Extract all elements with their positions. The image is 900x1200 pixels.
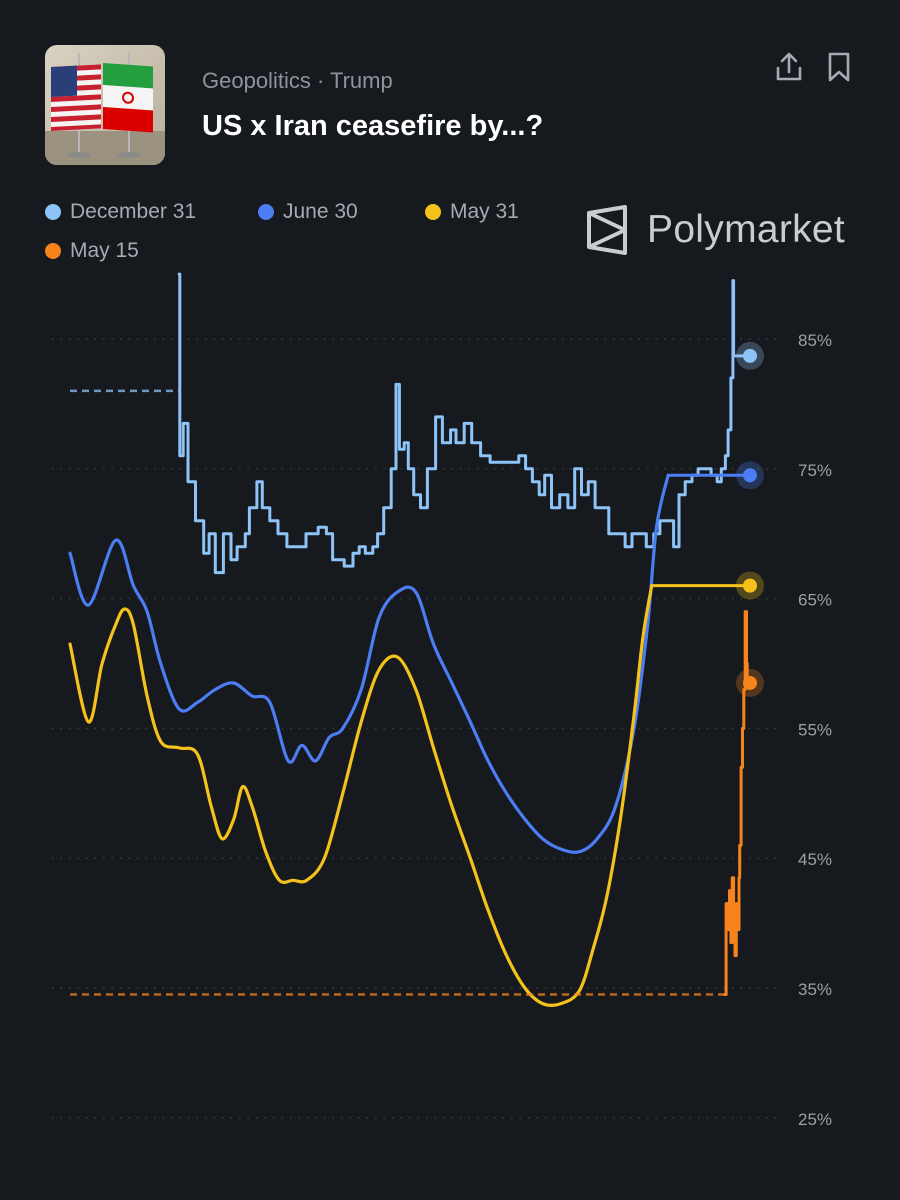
y-tick-label: 55% (798, 720, 832, 739)
series-may-15 (70, 610, 764, 996)
series-end-point[interactable] (743, 348, 757, 363)
legend-dot-icon (45, 243, 61, 259)
polymarket-brand: Polymarket (585, 205, 845, 255)
legend-label: May 31 (450, 200, 519, 223)
series-line (68, 584, 654, 1007)
series-end-point[interactable] (743, 675, 757, 690)
series-end-point[interactable] (743, 578, 757, 593)
y-tick-label: 35% (798, 980, 832, 999)
share-icon[interactable] (772, 50, 806, 84)
legend-item-june-30[interactable]: June 30 (258, 200, 358, 224)
series-end-point[interactable] (743, 468, 757, 483)
legend-dot-icon (258, 204, 274, 220)
us-iran-flags-icon (45, 45, 165, 165)
legend-label: May 15 (70, 239, 139, 262)
legend-item-may-31[interactable]: May 31 (425, 200, 519, 224)
y-tick-label: 75% (798, 461, 832, 480)
legend-label: June 30 (283, 200, 358, 223)
polymarket-logo-icon (587, 205, 627, 255)
series-line (68, 473, 670, 854)
y-tick-label: 65% (798, 591, 832, 610)
series-layer (68, 272, 764, 1007)
market-category[interactable]: Geopolitics · Trump (202, 68, 393, 93)
series-june-30 (68, 461, 764, 854)
series-may-31 (68, 571, 764, 1007)
series-line (177, 272, 736, 575)
legend-dot-icon (45, 204, 61, 220)
y-axis-ticks: 25% 35% 45% 55% 65% 75% 85% (798, 331, 832, 1129)
market-title[interactable]: US x Iran ceasefire by...? (202, 110, 544, 142)
legend-dot-icon (425, 204, 441, 220)
bookmark-icon[interactable] (822, 50, 856, 84)
grid-layer (52, 338, 778, 1119)
series-december-31 (70, 272, 764, 575)
market-thumbnail (45, 45, 165, 165)
legend-item-may-15[interactable]: May 15 (45, 239, 139, 263)
brand-name: Polymarket (647, 208, 846, 251)
y-tick-label: 45% (798, 850, 832, 869)
series-line (723, 610, 749, 996)
y-tick-label: 25% (798, 1110, 832, 1129)
y-tick-label: 85% (798, 331, 832, 350)
legend-item-december-31[interactable]: December 31 (45, 200, 196, 224)
legend-label: December 31 (70, 200, 197, 223)
